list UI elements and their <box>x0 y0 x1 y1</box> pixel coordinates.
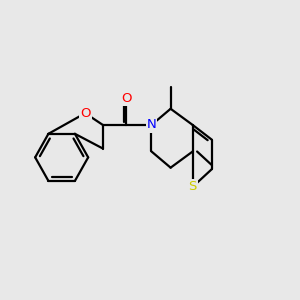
Text: O: O <box>121 92 132 105</box>
Text: N: N <box>147 118 156 131</box>
Text: O: O <box>80 107 91 120</box>
Text: S: S <box>188 180 197 193</box>
